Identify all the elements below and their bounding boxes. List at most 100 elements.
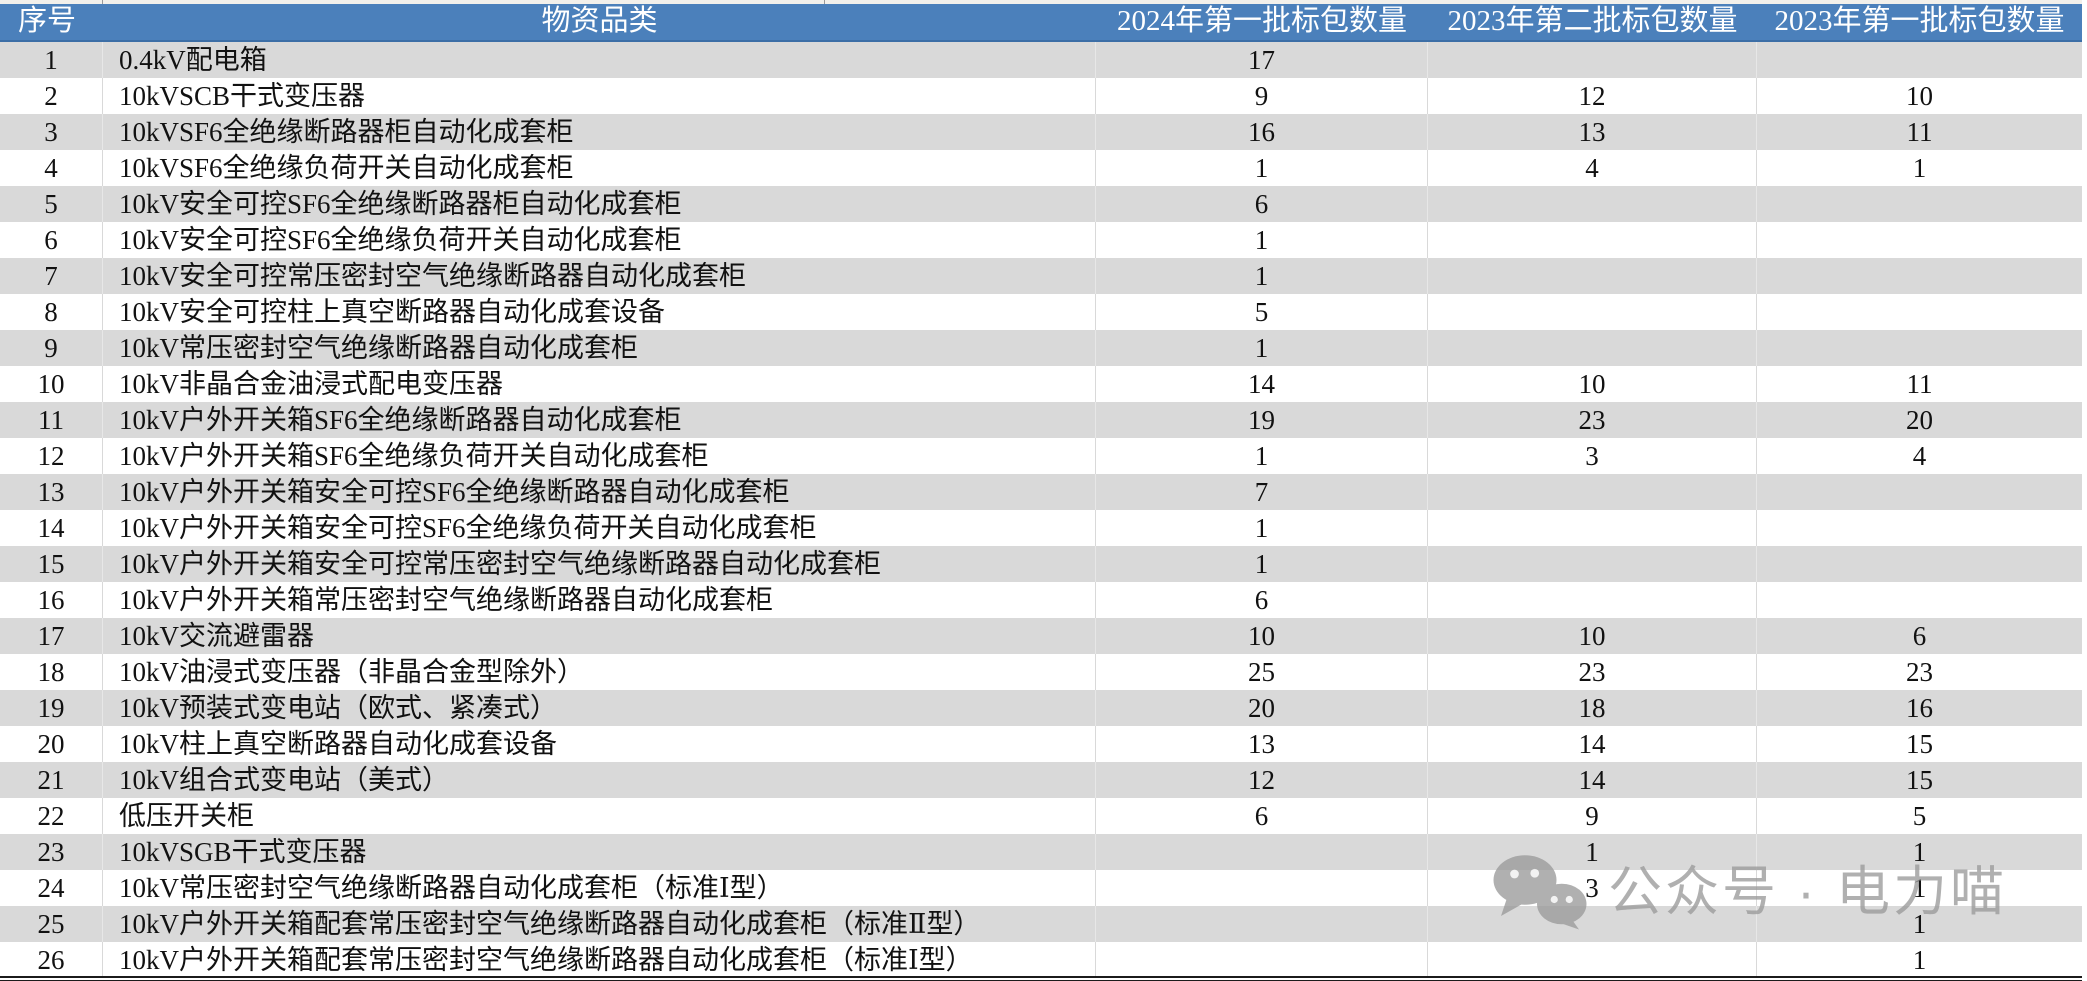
row-number-cell: 10 bbox=[0, 366, 103, 402]
materials-table: 序号 物资品类 2024年第一批标包数量 2023年第二批标包数量 2023年第一批标包… bbox=[0, 4, 2082, 978]
table-row: 6 10kV安全可控SF6全绝缘负荷开关自动化成套柜 1 bbox=[0, 222, 2082, 258]
table-row: 26 10kV户外开关箱配套常压密封空气绝缘断路器自动化成套柜（标准Ⅰ型） 1 bbox=[0, 942, 2082, 978]
row-number-cell: 9 bbox=[0, 330, 103, 366]
row-number-cell: 8 bbox=[0, 294, 103, 330]
quantity-cell: 12 bbox=[1096, 762, 1428, 798]
category-cell: 10kV非晶合金油浸式配电变压器 bbox=[103, 366, 1096, 402]
quantity-cell bbox=[1428, 942, 1757, 978]
column-divider-tick bbox=[102, 0, 103, 4]
quantity-cell bbox=[1428, 474, 1757, 510]
quantity-cell: 1 bbox=[1096, 510, 1428, 546]
category-cell: 10kV组合式变电站（美式） bbox=[103, 762, 1096, 798]
table-row: 22 低压开关柜 6 9 5 bbox=[0, 798, 2082, 834]
quantity-cell: 20 bbox=[1096, 690, 1428, 726]
column-header: 2024年第一批标包数量 bbox=[1116, 5, 1407, 37]
row-number-cell: 7 bbox=[0, 258, 103, 294]
row-number-cell: 24 bbox=[0, 870, 103, 906]
quantity-cell: 5 bbox=[1096, 294, 1428, 330]
row-number-cell: 4 bbox=[0, 150, 103, 186]
quantity-cell bbox=[1428, 42, 1757, 78]
category-cell: 10kV户外开关箱安全可控SF6全绝缘负荷开关自动化成套柜 bbox=[103, 510, 1096, 546]
quantity-cell bbox=[1757, 42, 2082, 78]
category-cell: 低压开关柜 bbox=[103, 798, 1096, 834]
quantity-cell: 7 bbox=[1096, 474, 1428, 510]
row-number-cell: 19 bbox=[0, 690, 103, 726]
quantity-cell: 1 bbox=[1912, 873, 1927, 903]
quantity-cell bbox=[1428, 582, 1757, 618]
category-cell: 10kVSF6全绝缘负荷开关自动化成套柜 bbox=[103, 150, 1096, 186]
table-row: 18 10kV油浸式变压器（非晶合金型除外） 25 23 23 bbox=[0, 654, 2082, 690]
quantity-cell: 4 bbox=[1912, 441, 1927, 471]
quantity-cell: 10 bbox=[1428, 366, 1757, 402]
quantity-cell: 23 bbox=[1428, 402, 1757, 438]
quantity-cell: 1 bbox=[1096, 546, 1428, 582]
table-row: 8 10kV安全可控柱上真空断路器自动化成套设备 5 bbox=[0, 294, 2082, 330]
quantity-cell bbox=[1428, 186, 1757, 222]
row-number-cell: 5 bbox=[0, 186, 103, 222]
quantity-cell bbox=[1757, 222, 2082, 258]
quantity-cell: 10 bbox=[1428, 618, 1757, 654]
quantity-cell: 23 bbox=[1906, 657, 1933, 687]
quantity-cell: 1 bbox=[1912, 837, 1927, 867]
cropped-row-sliver bbox=[0, 0, 2082, 4]
quantity-cell: 14 bbox=[1428, 762, 1757, 798]
category-cell: 10kV安全可控柱上真空断路器自动化成套设备 bbox=[103, 294, 1096, 330]
quantity-cell: 1 bbox=[1912, 153, 1927, 183]
column-header: 物资品类 bbox=[541, 5, 658, 37]
table-row: 12 10kV户外开关箱SF6全绝缘负荷开关自动化成套柜 1 3 4 bbox=[0, 438, 2082, 474]
quantity-cell: 16 bbox=[1906, 693, 1933, 723]
row-number-cell: 26 bbox=[0, 942, 103, 978]
quantity-cell: 1 bbox=[1096, 258, 1428, 294]
quantity-cell bbox=[1096, 870, 1428, 906]
quantity-cell: 6 bbox=[1096, 186, 1428, 222]
category-cell: 10kV户外开关箱安全可控常压密封空气绝缘断路器自动化成套柜 bbox=[103, 546, 1096, 582]
table-row: 14 10kV户外开关箱安全可控SF6全绝缘负荷开关自动化成套柜 1 bbox=[0, 510, 2082, 546]
table-row: 3 10kVSF6全绝缘断路器柜自动化成套柜 16 13 11 bbox=[0, 114, 2082, 150]
row-number-cell: 14 bbox=[0, 510, 103, 546]
category-cell: 10kVSGB干式变压器 bbox=[103, 834, 1096, 870]
column-header: 序号 bbox=[18, 5, 77, 37]
quantity-cell bbox=[1428, 330, 1757, 366]
quantity-cell: 14 bbox=[1096, 366, 1428, 402]
row-number-cell: 16 bbox=[0, 582, 103, 618]
quantity-cell: 20 bbox=[1906, 405, 1933, 435]
category-cell: 10kV常压密封空气绝缘断路器自动化成套柜（标准Ⅰ型） bbox=[103, 870, 1096, 906]
category-cell: 10kV交流避雷器 bbox=[103, 618, 1096, 654]
row-number-cell: 15 bbox=[0, 546, 103, 582]
table-row: 10 10kV非晶合金油浸式配电变压器 14 10 11 bbox=[0, 366, 2082, 402]
row-number-cell: 6 bbox=[0, 222, 103, 258]
table-header-row: 序号 物资品类 2024年第一批标包数量 2023年第二批标包数量 2023年第一批标包… bbox=[0, 4, 2082, 42]
table-row: 9 10kV常压密封空气绝缘断路器自动化成套柜 1 bbox=[0, 330, 2082, 366]
category-cell: 10kV户外开关箱配套常压密封空气绝缘断路器自动化成套柜（标准Ⅱ型） bbox=[103, 906, 1096, 942]
quantity-cell: 1 bbox=[1096, 438, 1428, 474]
table-row: 17 10kV交流避雷器 10 10 6 bbox=[0, 618, 2082, 654]
quantity-cell bbox=[1428, 906, 1757, 942]
quantity-cell bbox=[1757, 582, 2082, 618]
quantity-cell: 13 bbox=[1096, 726, 1428, 762]
quantity-cell: 1 bbox=[1096, 222, 1428, 258]
row-number-cell: 3 bbox=[0, 114, 103, 150]
quantity-cell: 9 bbox=[1096, 78, 1428, 114]
quantity-cell: 18 bbox=[1428, 690, 1757, 726]
table-row: 4 10kVSF6全绝缘负荷开关自动化成套柜 1 4 1 bbox=[0, 150, 2082, 186]
table-row: 21 10kV组合式变电站（美式） 12 14 15 bbox=[0, 762, 2082, 798]
table-row: 23 10kVSGB干式变压器 1 1 bbox=[0, 834, 2082, 870]
column-header: 2023年第一批标包数量 bbox=[1774, 5, 2065, 37]
quantity-cell bbox=[1757, 330, 2082, 366]
quantity-cell: 9 bbox=[1428, 798, 1757, 834]
quantity-cell: 13 bbox=[1428, 114, 1757, 150]
quantity-cell: 11 bbox=[1906, 369, 1933, 399]
quantity-cell bbox=[1757, 546, 2082, 582]
row-number-cell: 18 bbox=[0, 654, 103, 690]
category-cell: 10kVSF6全绝缘断路器柜自动化成套柜 bbox=[103, 114, 1096, 150]
quantity-cell bbox=[1428, 546, 1757, 582]
quantity-cell bbox=[1757, 510, 2082, 546]
column-header: 2023年第二批标包数量 bbox=[1447, 5, 1738, 37]
category-cell: 10kV户外开关箱配套常压密封空气绝缘断路器自动化成套柜（标准Ⅰ型） bbox=[103, 942, 1096, 978]
category-cell: 10kV户外开关箱SF6全绝缘负荷开关自动化成套柜 bbox=[103, 438, 1096, 474]
quantity-cell: 1 bbox=[1096, 330, 1428, 366]
row-number-cell: 23 bbox=[0, 834, 103, 870]
table-row: 20 10kV柱上真空断路器自动化成套设备 13 14 15 bbox=[0, 726, 2082, 762]
quantity-cell: 1 bbox=[1428, 834, 1757, 870]
